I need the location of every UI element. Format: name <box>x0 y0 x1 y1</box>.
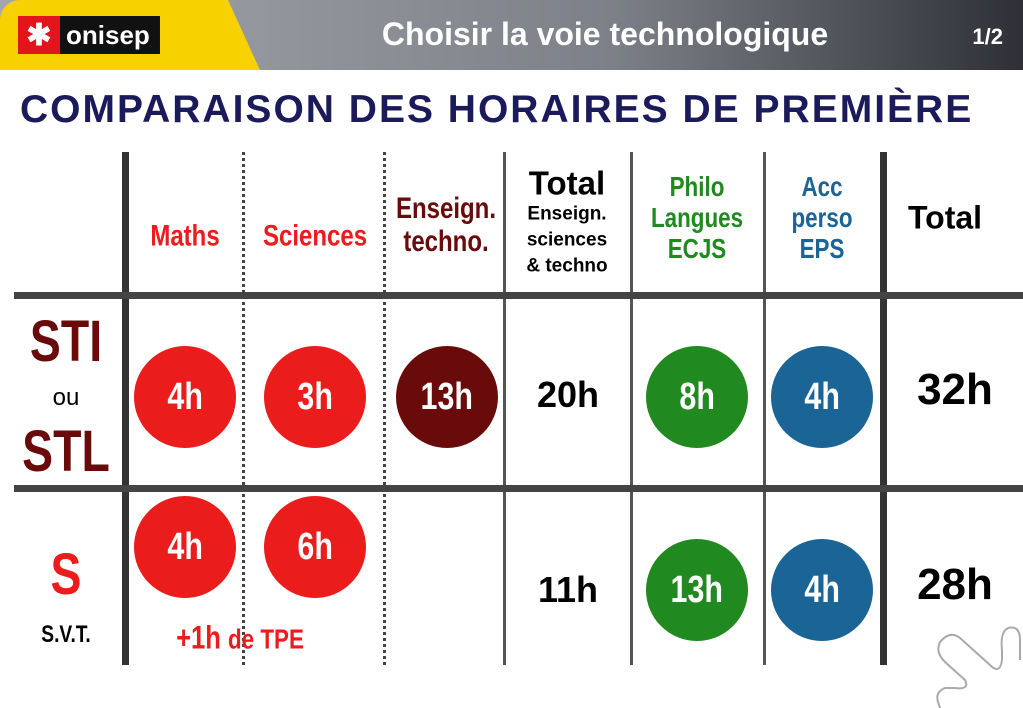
col-label: Acc <box>801 170 843 202</box>
col-label: EPS <box>799 232 845 264</box>
col-total-sciences: Total Enseign. sciences & techno <box>526 165 607 278</box>
tpe-label: de TPE <box>228 623 304 655</box>
col-label: & techno <box>526 254 608 276</box>
divider <box>763 152 766 665</box>
hours-acc: 4h <box>771 346 873 448</box>
hours-total-sciences: 11h <box>537 569 599 611</box>
hours-sciences: 3h <box>264 346 366 448</box>
onisep-star-icon: ✱ <box>18 16 60 54</box>
row-label-ou: ou <box>52 383 80 411</box>
hours-total-sciences: 20h <box>536 374 600 416</box>
col-label: Enseign. <box>395 192 497 225</box>
col-acc: Acc perso EPS <box>791 170 853 264</box>
hours-maths: 4h <box>134 496 236 598</box>
col-enseign-techno: Enseign. techno. <box>396 192 496 258</box>
hours-sciences: 6h <box>264 496 366 598</box>
hours-philo: 8h <box>646 346 748 448</box>
row-label-sti: STI <box>29 309 103 375</box>
divider <box>503 152 506 665</box>
hours-total: 32h <box>917 364 993 414</box>
col-label: perso <box>791 201 853 233</box>
col-total: Total <box>907 199 983 236</box>
divider <box>630 152 633 665</box>
col-philo: Philo Langues ECJS <box>650 170 744 264</box>
row-label-s: S <box>50 542 82 608</box>
onisep-logo: ✱ onisep <box>18 16 160 54</box>
col-label: Philo <box>669 170 725 202</box>
hours-acc: 4h <box>771 539 873 641</box>
col-sciences: Sciences <box>262 219 368 253</box>
tpe-note: +1h de TPE <box>176 620 304 655</box>
heading: COMPARAISON DES HORAIRES DE PREMIÈRE <box>20 88 974 131</box>
row-label-stl: STL <box>22 419 110 485</box>
col-label: techno. <box>403 225 489 258</box>
divider <box>122 152 129 665</box>
col-label: sciences <box>526 229 608 251</box>
tpe-hours: +1h <box>176 619 221 656</box>
divider <box>383 152 386 665</box>
divider <box>242 152 245 665</box>
col-label: Total <box>528 164 606 202</box>
hours-techno: 13h <box>396 346 498 448</box>
col-label: Langues <box>650 201 744 233</box>
row-divider <box>14 485 1023 492</box>
hours-maths: 4h <box>134 346 236 448</box>
hours-philo: 13h <box>646 539 748 641</box>
decorative-squiggle-icon <box>936 626 1021 708</box>
slide-title: Choisir la voie technologique <box>381 16 829 52</box>
page-number: 1/2 <box>972 24 1003 49</box>
row-divider <box>14 292 1023 299</box>
col-label: ECJS <box>667 232 727 264</box>
col-label: Enseign. <box>527 203 607 225</box>
row-label-svt: S.V.T. <box>41 620 91 648</box>
col-maths: Maths <box>150 219 220 253</box>
logo-text: onisep <box>66 19 150 50</box>
divider <box>880 152 887 665</box>
hours-total: 28h <box>917 559 993 609</box>
